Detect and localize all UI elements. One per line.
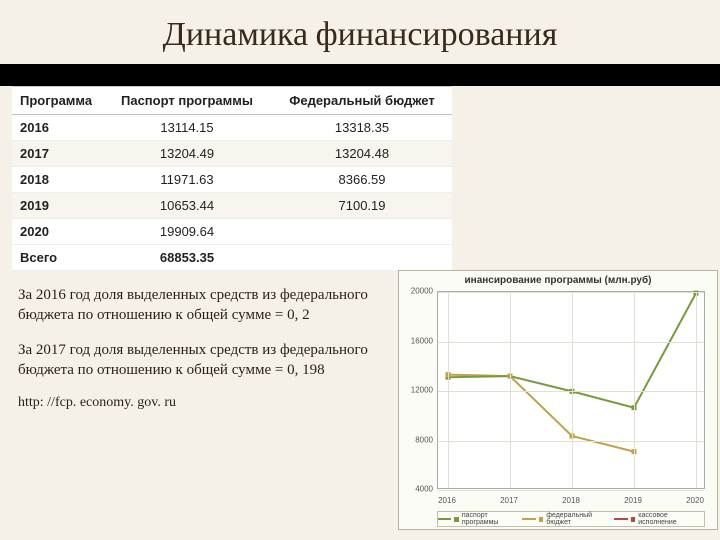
- chart-ylabel: 12000: [401, 386, 433, 395]
- summary-text: За 2016 год доля выделенных средств из ф…: [18, 285, 388, 413]
- chart-xlabel: 2018: [562, 496, 580, 505]
- col-passport: Паспорт программы: [102, 87, 272, 115]
- table-cell: 13318.35: [272, 115, 452, 141]
- chart-title: инансирование программы (млн.руб): [399, 271, 717, 288]
- col-federal: Федеральный бюджет: [272, 87, 452, 115]
- table-row: 201713204.4913204.48: [12, 141, 452, 167]
- chart-ylabel: 8000: [401, 435, 433, 444]
- table-cell: [272, 245, 452, 271]
- chart-ylabel: 20000: [401, 287, 433, 296]
- table-cell: 13204.48: [272, 141, 452, 167]
- table-cell: 11971.63: [102, 167, 272, 193]
- decor-band: [0, 64, 720, 86]
- table-row: 202019909.64: [12, 219, 452, 245]
- table-cell: 2020: [12, 219, 102, 245]
- table-cell: [272, 219, 452, 245]
- table-cell: 2018: [12, 167, 102, 193]
- page-title: Динамика финансирования: [0, 0, 720, 64]
- table-row: 201811971.638366.59: [12, 167, 452, 193]
- chart-legend: паспорт программыфедеральный бюджеткассо…: [437, 511, 705, 527]
- table-cell: Всего: [12, 245, 102, 271]
- table-cell: 2017: [12, 141, 102, 167]
- table-total-row: Всего68853.35: [12, 245, 452, 271]
- chart-xlabel: 2020: [686, 496, 704, 505]
- table-cell: 10653.44: [102, 193, 272, 219]
- table-cell: 19909.64: [102, 219, 272, 245]
- table-cell: 8366.59: [272, 167, 452, 193]
- financing-table: Программа Паспорт программы Федеральный …: [12, 86, 452, 271]
- chart-xlabel: 2019: [624, 496, 642, 505]
- chart-ylabel: 4000: [401, 485, 433, 494]
- table-row: 201613114.1513318.35: [12, 115, 452, 141]
- table-row: 201910653.447100.19: [12, 193, 452, 219]
- financing-chart: инансирование программы (млн.руб) паспор…: [398, 270, 718, 530]
- table-cell: 68853.35: [102, 245, 272, 271]
- table-cell: 2019: [12, 193, 102, 219]
- source-url: http: //fcp. economy. gov. ru: [18, 394, 388, 413]
- chart-xlabel: 2017: [500, 496, 518, 505]
- table-cell: 13204.49: [102, 141, 272, 167]
- legend-item: паспорт программы: [438, 512, 522, 526]
- para-2017: За 2017 год доля выделенных средств из ф…: [18, 340, 388, 381]
- legend-item: кассовое исполнение: [614, 512, 704, 526]
- chart-plot-area: [437, 291, 705, 489]
- legend-item: федеральный бюджет: [522, 512, 614, 526]
- table-cell: 2016: [12, 115, 102, 141]
- chart-ylabel: 16000: [401, 336, 433, 345]
- para-2016: За 2016 год доля выделенных средств из ф…: [18, 285, 388, 326]
- table-cell: 7100.19: [272, 193, 452, 219]
- col-program: Программа: [12, 87, 102, 115]
- chart-xlabel: 2016: [438, 496, 456, 505]
- table-cell: 13114.15: [102, 115, 272, 141]
